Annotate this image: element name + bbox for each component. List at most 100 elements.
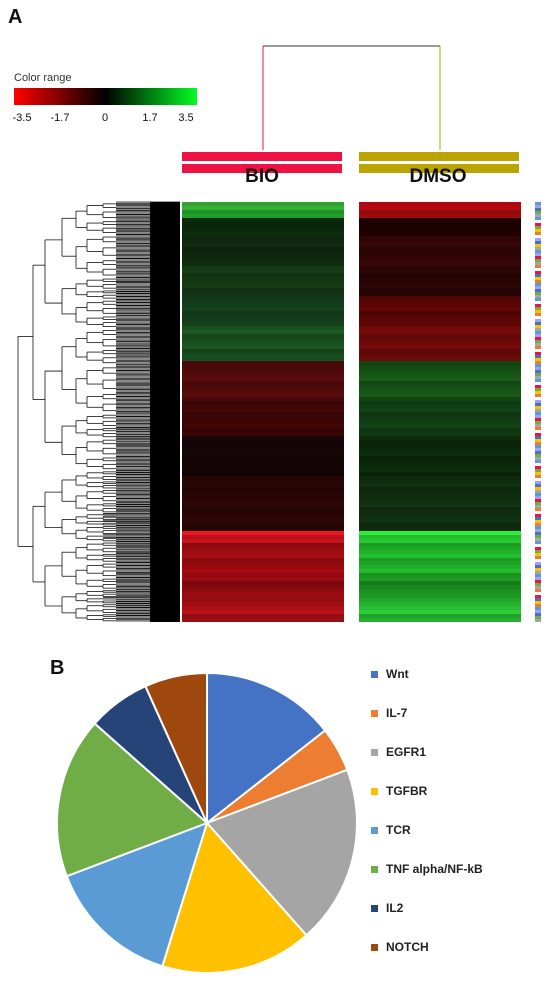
heatmap-cell	[359, 542, 521, 547]
heatmap-cell	[359, 451, 521, 456]
annotation-strip-cell	[535, 544, 541, 547]
heatmap-cell	[182, 380, 344, 385]
heatmap-cell	[359, 318, 521, 323]
heatmap-cell	[359, 404, 521, 409]
heatmap-cell	[359, 499, 521, 504]
heatmap-cell	[182, 463, 344, 468]
heatmap-cell	[359, 341, 521, 346]
heatmap-cell	[359, 572, 521, 577]
annotation-strip-cell	[535, 406, 541, 409]
heatmap-cell	[182, 210, 344, 214]
heatmap-cell	[359, 443, 521, 448]
annotation-strip-cell	[535, 400, 541, 403]
heatmap-cell	[182, 345, 344, 350]
annotation-strip-cell	[535, 466, 541, 469]
heatmap-cell	[182, 384, 344, 389]
color-range-tick: 0	[101, 112, 109, 124]
heatmap-cell	[359, 247, 521, 251]
annotation-strip-cell	[535, 346, 541, 349]
heatmap-cell	[359, 463, 521, 468]
annotation-strip-cell	[535, 223, 541, 226]
annotation-strip-cell	[535, 616, 541, 619]
heatmap-cell	[182, 265, 344, 270]
heatmap-cell	[359, 337, 521, 342]
heatmap-cell	[359, 284, 521, 289]
heatmap-cell	[359, 329, 521, 334]
heatmap-cell	[182, 396, 344, 401]
heatmap-cell	[359, 384, 521, 389]
heatmap-cell	[359, 550, 521, 554]
pie-slice-tnf-alpha-nf-kb	[56, 722, 209, 878]
heatmap-cell	[182, 597, 344, 602]
annotation-strip-cell	[535, 484, 541, 487]
heatmap-cell	[182, 404, 344, 409]
heatmap-cell	[182, 341, 344, 346]
heatmap-cell	[359, 258, 521, 263]
heatmap-cell	[359, 553, 521, 558]
legend-item: IL-7	[371, 706, 407, 720]
heatmap-cell	[359, 597, 521, 602]
heatmap-cell	[182, 214, 344, 218]
heatmap-cell	[359, 254, 521, 259]
heatmap-cell	[182, 495, 344, 500]
heatmap-cell	[359, 568, 521, 573]
annotation-strip-cell	[535, 208, 541, 211]
heatmap-cell	[182, 459, 344, 464]
annotation-strip-cell	[535, 451, 541, 454]
annotation-strip-cell	[535, 586, 541, 589]
annotation-strip-cell	[535, 595, 541, 598]
heatmap-cell	[182, 572, 344, 577]
annotation-strip-cell	[535, 454, 541, 457]
heatmap-cell	[359, 360, 521, 365]
annotation-strip-cell	[535, 307, 541, 310]
annotation-strip-cell	[535, 211, 541, 214]
heatmap-cell	[359, 210, 521, 214]
annotation-strip-cell	[535, 502, 541, 505]
heatmap-cell	[182, 538, 344, 543]
heatmap-cell	[359, 467, 521, 472]
annotation-strip-cell	[535, 439, 541, 442]
annotation-strip-cell	[535, 295, 541, 298]
heatmap-cell	[182, 232, 344, 236]
heatmap-cell	[359, 265, 521, 270]
annotation-strip-cell	[535, 499, 541, 502]
heatmap-cell	[359, 310, 521, 315]
heatmap-cell	[182, 239, 344, 244]
annotation-strip-cell	[535, 391, 541, 394]
heatmap-cell	[359, 243, 521, 248]
heatmap-cell	[359, 447, 521, 452]
annotation-strip-cell	[535, 361, 541, 364]
heatmap-cell	[359, 601, 521, 606]
annotation-strip-cell	[535, 415, 541, 418]
legend-label: Wnt	[386, 667, 409, 681]
heatmap-cell	[182, 295, 344, 300]
annotation-strip-cell	[535, 412, 541, 415]
heatmap-cell	[359, 353, 521, 357]
annotation-strip-cell	[535, 577, 541, 580]
color-range-tick: 3.5	[178, 112, 194, 124]
heatmap-cell	[182, 447, 344, 452]
heatmap-cell	[182, 503, 344, 508]
heatmap-cell	[182, 221, 344, 226]
heatmap-cell	[182, 416, 344, 421]
annotation-strip-cell	[535, 292, 541, 295]
heatmap-cell	[182, 427, 344, 432]
annotation-strip-cell	[535, 217, 541, 220]
heatmap-cell	[182, 455, 344, 460]
heatmap-cell	[359, 483, 521, 488]
heatmap-cell	[359, 431, 521, 436]
annotation-strip-cell	[535, 343, 541, 346]
heatmap-cell	[359, 250, 521, 255]
annotation-strip-cell	[535, 340, 541, 343]
heatmap-cell	[182, 356, 344, 361]
annotation-strip-cell	[535, 433, 541, 436]
heatmap-cell	[359, 380, 521, 385]
heatmap-cell	[359, 518, 521, 523]
heatmap-cell	[182, 487, 344, 492]
heatmap-cell	[359, 491, 521, 496]
annotation-strip-cell	[535, 508, 541, 511]
annotation-strip-cell	[535, 529, 541, 532]
annotation-strip-cell	[535, 364, 541, 367]
heatmap-cell	[182, 364, 344, 369]
